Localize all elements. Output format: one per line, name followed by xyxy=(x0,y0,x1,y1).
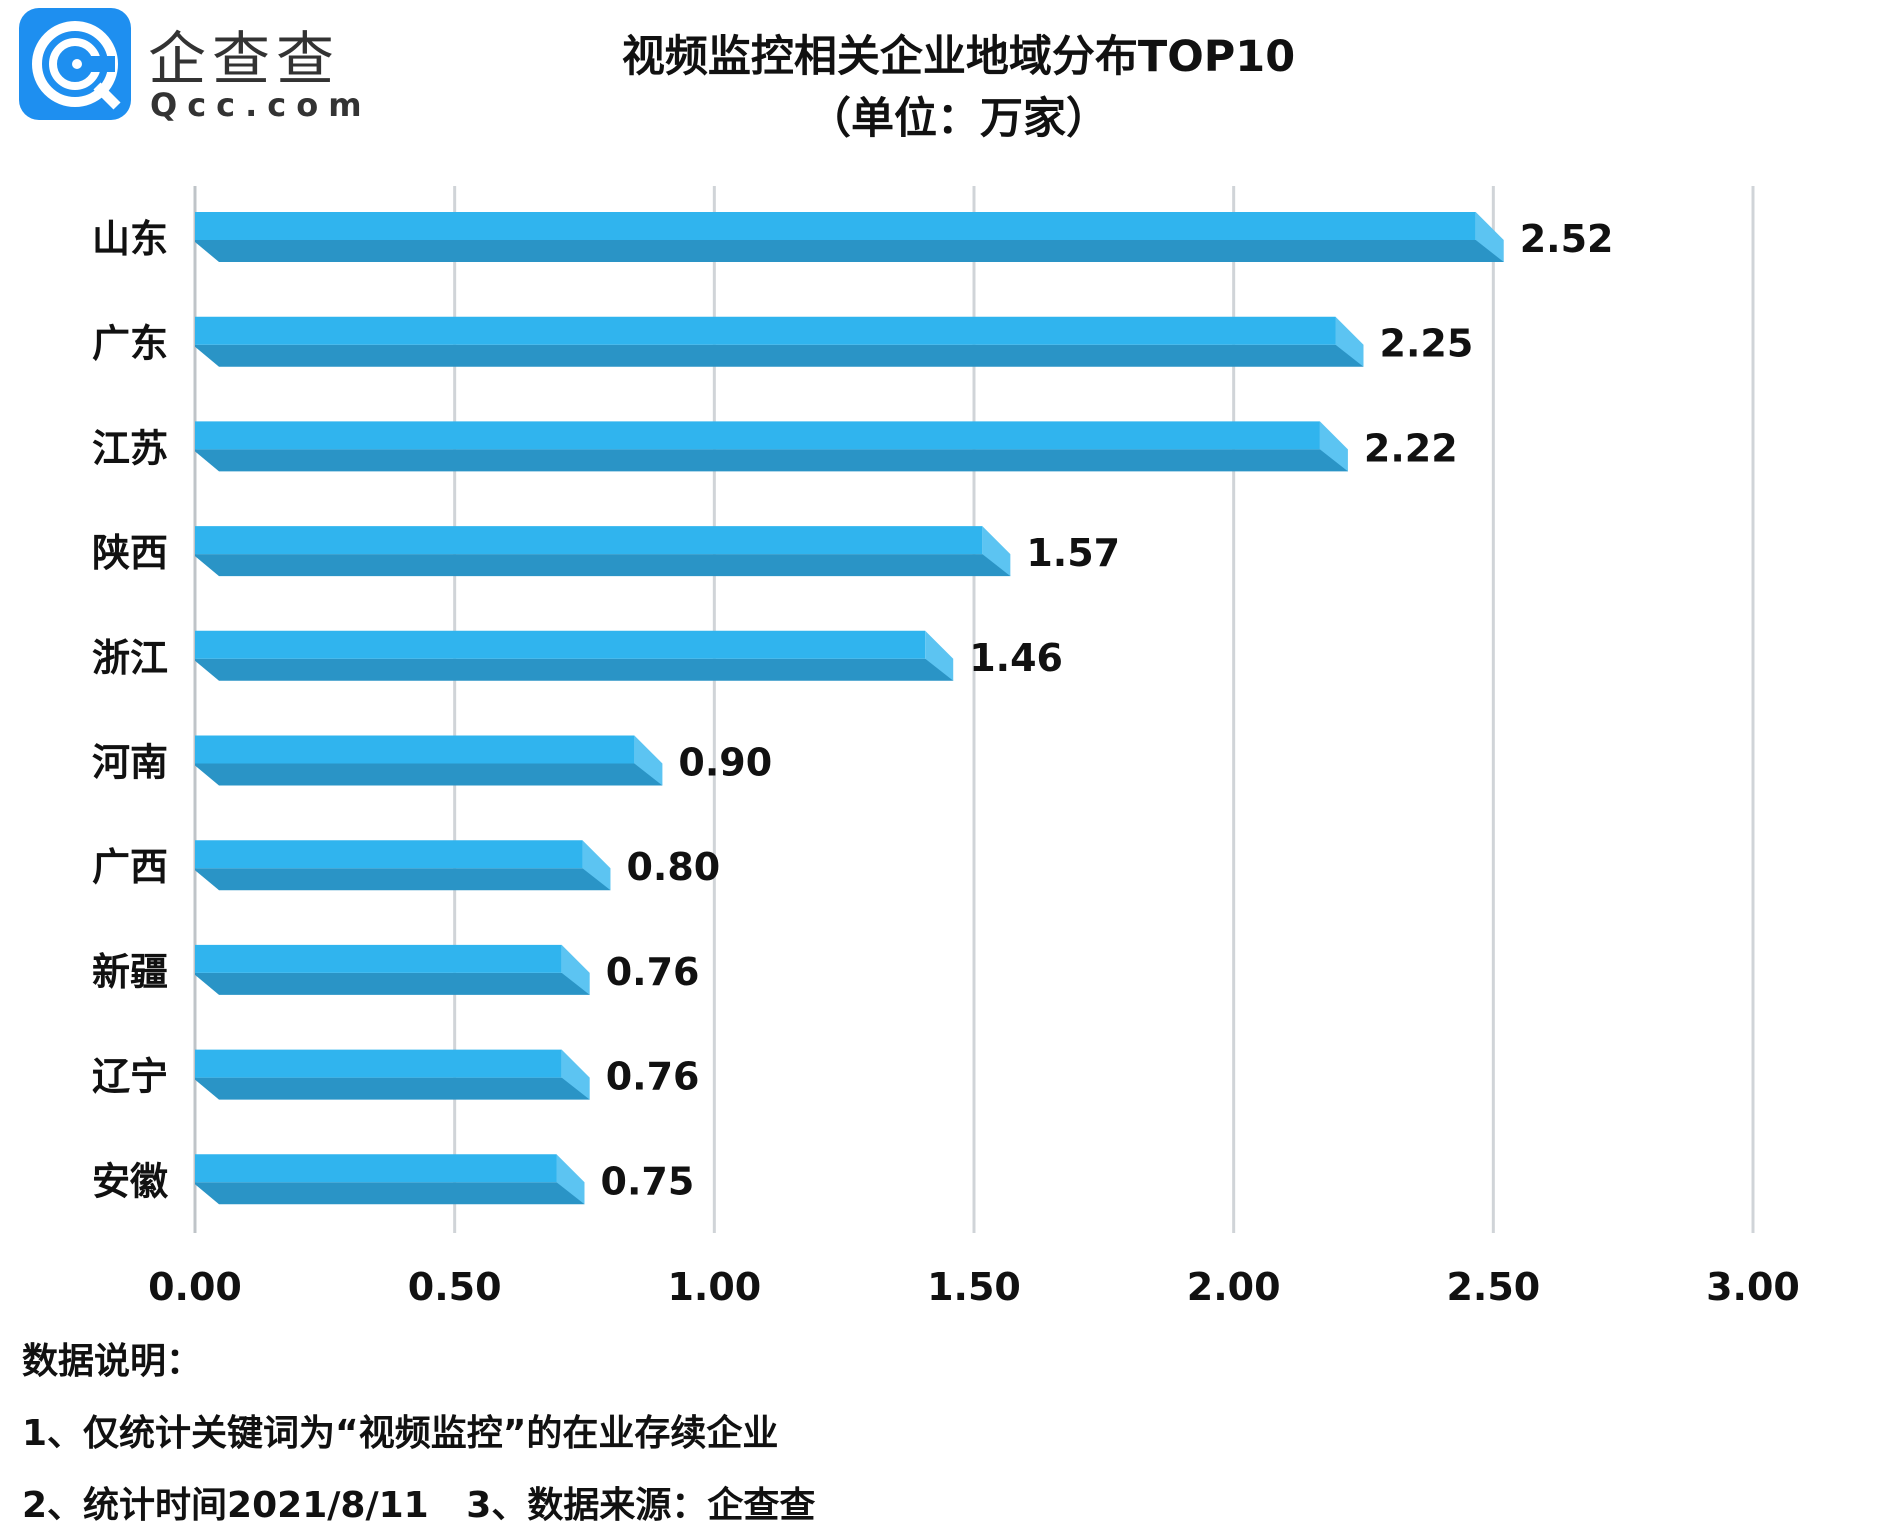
bar-end-face xyxy=(561,944,590,995)
category-label: 广东 xyxy=(92,322,168,366)
x-tick-label: 2.50 xyxy=(1446,1265,1540,1309)
category-label: 广西 xyxy=(92,845,168,889)
bar-bottom-face xyxy=(195,449,1348,472)
bar-end-face xyxy=(561,1049,590,1100)
bar-top-face xyxy=(195,840,583,869)
bar-top-face xyxy=(195,316,1336,345)
bar-top-face xyxy=(195,212,1476,240)
bar-bottom-face xyxy=(195,1077,590,1100)
notes-line-2: 2、统计时间2021/8/11 3、数据来源：企查查 xyxy=(22,1485,816,1526)
qcc-logo-icon xyxy=(19,8,131,120)
bar-end-face xyxy=(582,840,611,891)
bar-end-face xyxy=(1335,316,1364,367)
bar-bottom-face xyxy=(195,868,611,891)
brand-name-cn: 企查查 xyxy=(148,25,341,93)
brand-name-en: Qcc.com xyxy=(150,86,372,124)
bar-bottom-face xyxy=(195,658,954,681)
bar-end-face xyxy=(556,1154,585,1205)
category-label: 新疆 xyxy=(92,950,168,994)
x-tick-label: 0.00 xyxy=(148,1265,242,1309)
bar-top-face xyxy=(195,630,926,659)
bar-bottom-face xyxy=(195,972,590,995)
bar-top-face xyxy=(195,1049,562,1078)
bar-bottom-face xyxy=(195,240,1504,262)
bar-top-face xyxy=(195,1154,557,1183)
bar-value-label: 0.90 xyxy=(678,741,772,785)
bar-end-face xyxy=(1475,212,1504,262)
chart-subtitle: （单位：万家） xyxy=(808,94,1109,144)
bar-value-label: 2.25 xyxy=(1380,322,1474,366)
category-label: 江苏 xyxy=(92,426,168,470)
x-tick-label: 0.50 xyxy=(408,1265,502,1309)
bar-value-label: 0.76 xyxy=(606,1055,700,1099)
bar-value-label: 0.80 xyxy=(626,845,720,889)
category-label: 辽宁 xyxy=(92,1055,168,1099)
category-label: 浙江 xyxy=(92,636,168,680)
bar-value-label: 1.46 xyxy=(969,636,1063,680)
category-label: 河南 xyxy=(92,741,168,785)
bar-top-face xyxy=(195,735,635,764)
x-tick-label: 1.00 xyxy=(667,1265,761,1309)
bar-top-face xyxy=(195,421,1320,450)
bar-value-label: 1.57 xyxy=(1026,531,1120,575)
bar-value-label: 0.75 xyxy=(601,1159,695,1203)
bar-value-label: 0.76 xyxy=(606,950,700,994)
notes-heading: 数据说明： xyxy=(22,1341,203,1382)
notes-line-1: 1、仅统计关键词为“视频监控”的在业存续企业 xyxy=(22,1413,779,1454)
bar-end-face xyxy=(925,630,954,681)
x-tick-label: 2.00 xyxy=(1187,1265,1281,1309)
bar-end-face xyxy=(982,526,1011,577)
bar-bottom-face xyxy=(195,1182,585,1205)
category-label: 陕西 xyxy=(92,531,168,575)
logo-mark-icon xyxy=(32,21,121,110)
chart-title: 视频监控相关企业地域分布TOP10 xyxy=(621,32,1296,82)
bar-value-label: 2.52 xyxy=(1520,217,1614,261)
bar-top-face xyxy=(195,944,562,973)
bar-value-label: 2.22 xyxy=(1364,426,1458,470)
x-tick-label: 1.50 xyxy=(927,1265,1021,1309)
bar-bottom-face xyxy=(195,763,663,786)
x-tick-label: 3.00 xyxy=(1706,1265,1800,1309)
bar-top-face xyxy=(195,526,983,555)
category-label: 安徽 xyxy=(92,1159,169,1203)
bar-bottom-face xyxy=(195,344,1364,367)
bar-bottom-face xyxy=(195,554,1011,577)
bar-end-face xyxy=(1319,421,1348,472)
category-label: 山东 xyxy=(92,217,168,261)
bar-end-face xyxy=(634,735,663,786)
